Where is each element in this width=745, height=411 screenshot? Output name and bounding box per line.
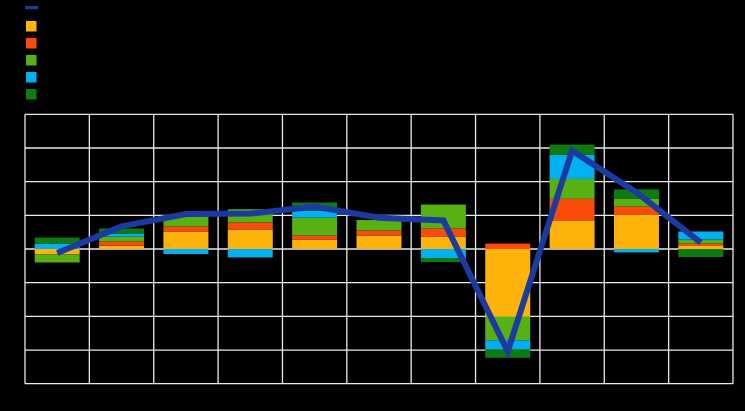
bar-segment-series-2-orange-red[interactable] <box>292 236 337 240</box>
bar-segment-series-2-orange-red[interactable] <box>228 222 273 229</box>
bar-segment-series-1-amber[interactable] <box>550 220 595 249</box>
bar-segment-series-2-orange-red[interactable] <box>485 244 530 249</box>
bar-segment-series-2-orange-red[interactable] <box>678 244 723 246</box>
legend-marker-series-6-total-line[interactable] <box>25 6 38 9</box>
bar-segment-series-1-amber[interactable] <box>228 229 273 249</box>
bar-segment-series-2-orange-red[interactable] <box>357 230 402 235</box>
bar-segment-series-3-light-green[interactable] <box>35 254 80 262</box>
bar-segment-series-2-orange-red[interactable] <box>421 228 466 236</box>
stacked-bar-line-chart <box>0 0 745 411</box>
bar-segment-series-4-cyan[interactable] <box>163 249 208 254</box>
bar-segment-series-1-amber[interactable] <box>163 231 208 249</box>
legend-swatch-series-5-dark-green[interactable] <box>26 89 37 100</box>
bar-segment-series-3-light-green[interactable] <box>357 220 402 230</box>
bar-segment-series-4-cyan[interactable] <box>614 249 659 252</box>
bar-segment-series-2-orange-red[interactable] <box>99 242 144 246</box>
bar-segment-series-3-light-green[interactable] <box>99 237 144 242</box>
bar-segment-series-1-amber[interactable] <box>678 246 723 249</box>
bar-segment-series-1-amber[interactable] <box>357 236 402 249</box>
legend-swatch-series-4-cyan[interactable] <box>26 72 37 83</box>
bar-segment-series-1-amber[interactable] <box>99 246 144 249</box>
bar-segment-series-4-cyan[interactable] <box>228 249 273 257</box>
bar-segment-series-1-amber[interactable] <box>292 240 337 249</box>
legend-swatch-series-3-light-green[interactable] <box>26 55 37 66</box>
bar-segment-series-5-dark-green[interactable] <box>35 238 80 244</box>
bar-segment-series-5-dark-green[interactable] <box>678 249 723 257</box>
bar-segment-series-1-amber[interactable] <box>614 215 659 249</box>
legend-swatch-series-2-orange-red[interactable] <box>26 38 37 49</box>
legend-swatch-series-1-amber[interactable] <box>26 21 37 32</box>
bar-segment-series-3-light-green[interactable] <box>292 218 337 236</box>
chart-area <box>0 0 745 411</box>
bar-segment-series-2-orange-red[interactable] <box>163 226 208 231</box>
